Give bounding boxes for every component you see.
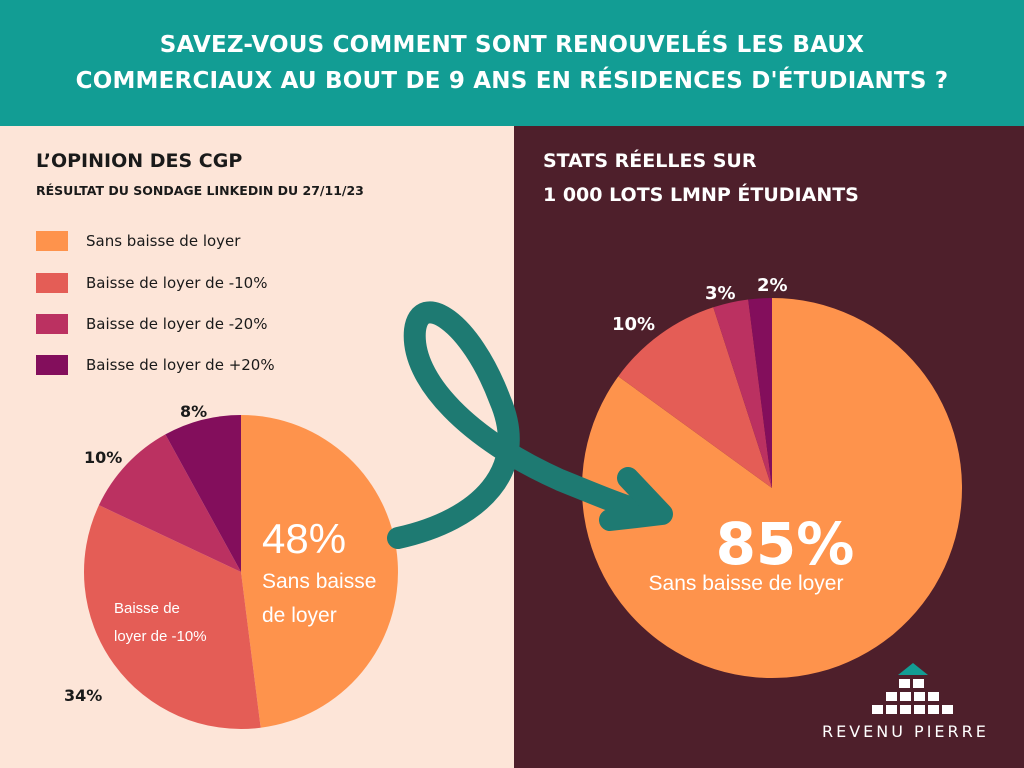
legend-item-baisse-plus-20: Baisse de loyer de +20% (36, 354, 275, 376)
left-pie-label-10: 10% (84, 448, 122, 467)
logo-block (942, 705, 953, 714)
legend-item-baisse-10: Baisse de loyer de -10% (36, 272, 267, 294)
left-chart-subtitle: RÉSULTAT DU SONDAGE LINKEDIN DU 27/11/23 (36, 183, 364, 198)
legend-item-sans-baisse: Sans baisse de loyer (36, 230, 240, 252)
logo-block (900, 705, 911, 714)
header-title-line-1: SAVEZ-VOUS COMMENT SONT RENOUVELÉS LES B… (159, 32, 865, 58)
revenu-pierre-logo (872, 663, 953, 714)
pie-slice (83, 505, 261, 729)
left-pie-big-text-1: Sans baisse (262, 570, 376, 593)
logo-block (899, 679, 910, 688)
logo-block (928, 705, 939, 714)
right-pie-label-10: 10% (612, 314, 655, 335)
left-pie-big-text-2: de loyer (262, 604, 337, 627)
logo-block (928, 692, 939, 701)
legend-label: Sans baisse de loyer (86, 232, 241, 250)
logo-roof (898, 663, 928, 675)
pie-slice (713, 299, 772, 488)
left-pie-label-34: 34% (64, 686, 102, 705)
left-pie-second-text-1: Baisse de (114, 600, 180, 617)
legend-swatch (36, 231, 68, 251)
logo-block (914, 692, 925, 701)
logo-block (914, 705, 925, 714)
arrow-curve (387, 301, 656, 549)
left-pie-label-8: 8% (180, 402, 207, 421)
legend-item-baisse-20: Baisse de loyer de -20% (36, 313, 267, 335)
left-chart-title: L’OPINION DES CGP (36, 150, 243, 172)
pie-slice (241, 415, 398, 728)
right-pie-big-pct: 85% (716, 510, 855, 578)
pie-slice (582, 298, 963, 678)
pie-slice (748, 298, 772, 488)
arrow-head (599, 467, 673, 531)
right-chart-title-line-1: STATS RÉELLES SUR (543, 150, 757, 172)
pie-slice (98, 434, 241, 572)
right-pie-label-2: 2% (757, 275, 788, 296)
pie-slice (165, 415, 241, 572)
left-pie-chart (83, 415, 398, 729)
logo-block (913, 679, 924, 688)
right-pie-big-text: Sans baisse de loyer (649, 572, 844, 595)
legend-label: Baisse de loyer de -20% (86, 315, 268, 333)
logo-block (886, 692, 897, 701)
logo-block (900, 692, 911, 701)
logo-text: REVENU PIERRE (822, 722, 989, 741)
legend-swatch (36, 273, 68, 293)
left-pie-big-pct: 48% (262, 515, 346, 562)
legend-label: Baisse de loyer de -10% (86, 274, 268, 292)
logo-block (872, 705, 883, 714)
right-pie-label-3: 3% (705, 283, 736, 304)
legend-swatch (36, 355, 68, 375)
right-pie-chart (582, 298, 963, 678)
pie-slice (618, 307, 772, 488)
legend-label: Baisse de loyer de +20% (86, 356, 275, 374)
page-header: SAVEZ-VOUS COMMENT SONT RENOUVELÉS LES B… (0, 0, 1024, 126)
left-pie-second-text-2: loyer de -10% (114, 628, 207, 645)
legend-swatch (36, 314, 68, 334)
right-chart-title-line-2: 1 000 LOTS LMNP ÉTUDIANTS (543, 184, 859, 206)
logo-block (886, 705, 897, 714)
header-title-line-2: COMMERCIAUX AU BOUT DE 9 ANS EN RÉSIDENC… (75, 68, 949, 94)
